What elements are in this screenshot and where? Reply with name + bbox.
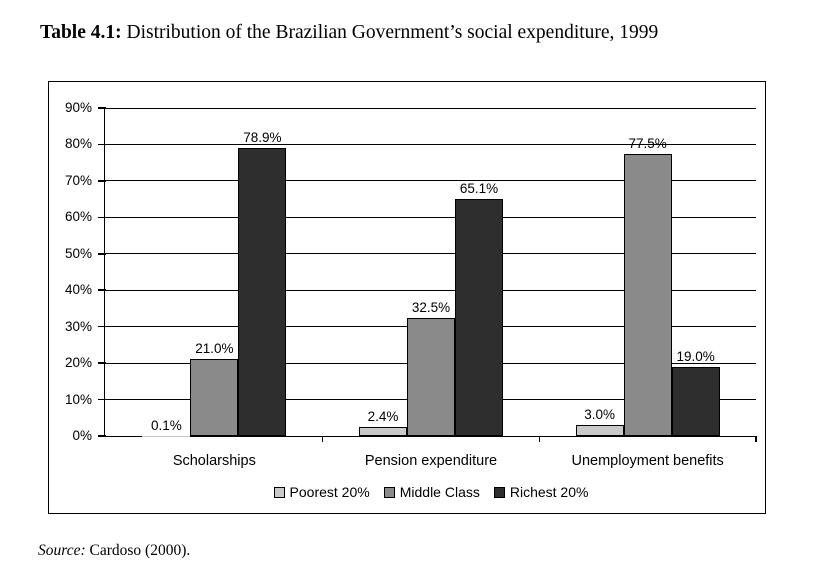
bar-value-label: 65.1% [459, 180, 499, 196]
y-axis-label: 20% [64, 355, 92, 371]
category-label: Pension expenditure [364, 453, 498, 469]
bar-value-label: 3.0% [584, 407, 616, 423]
y-axis-label: 60% [64, 209, 92, 225]
y-axis-tick [98, 325, 106, 328]
bar [623, 153, 672, 436]
y-axis-label: 40% [64, 282, 92, 298]
figure-title: Table 4.1: Distribution of the Brazilian… [40, 22, 658, 44]
grid-line [106, 289, 756, 291]
y-axis-label: 10% [64, 391, 92, 407]
figure-title-prefix: Table 4.1: [40, 22, 122, 43]
x-axis-tick [321, 436, 324, 442]
axes [104, 108, 757, 437]
source-text: Cardoso (2000). [85, 542, 191, 559]
bar-value-label: 77.5% [628, 135, 667, 151]
y-axis-tick [98, 216, 106, 219]
bar-value-label: 78.9% [243, 130, 282, 146]
legend-label: Middle Class [399, 484, 480, 500]
grid-line [106, 143, 756, 145]
y-axis-label: 70% [64, 172, 92, 188]
figure-title-text: Distribution of the Brazilian Government… [121, 22, 659, 43]
chart-frame: 0% 10% 20% 30% 40% 50% 60% 70% 80% 90% 0.1% 21.0% 78… [48, 81, 766, 514]
legend-item: Middle Class [383, 484, 480, 500]
y-axis-label: 90% [64, 100, 92, 115]
bar [407, 317, 455, 436]
legend-swatch [273, 486, 285, 498]
bar-value-label: 19.0% [676, 348, 715, 364]
bar [190, 359, 239, 436]
y-axis-tick [98, 252, 106, 255]
grid-line [106, 253, 756, 255]
source-note: Source: Cardoso (2000). [38, 542, 190, 560]
y-axis-label: 0% [72, 428, 92, 443]
y-axis-label: 80% [64, 136, 92, 152]
legend-label: Poorest 20% [289, 484, 370, 500]
legend-label: Richest 20% [509, 484, 589, 500]
bar-value-label: 0.1% [150, 417, 182, 433]
bar [455, 198, 503, 436]
bar [238, 148, 287, 436]
category-label: Unemployment benefits [571, 453, 724, 469]
legend-item: Richest 20% [493, 484, 589, 500]
y-axis-label: 50% [64, 245, 92, 261]
legend-swatch [493, 486, 505, 498]
bar [575, 425, 624, 436]
y-axis-label: 30% [64, 318, 92, 334]
y-axis-tick [98, 435, 106, 437]
grid-line [106, 180, 756, 182]
bar-value-label: 32.5% [411, 299, 451, 315]
legend: Poorest 20% Middle Class Richest 20% [106, 484, 756, 500]
x-axis-tick [538, 436, 541, 442]
bar-value-label: 2.4% [367, 409, 399, 425]
y-axis-tick [98, 398, 106, 401]
y-axis-tick [98, 362, 106, 364]
y-axis-tick [98, 289, 106, 292]
legend-swatch [383, 486, 395, 498]
source-label: Source: [38, 542, 86, 559]
category-label: Scholarships [172, 453, 256, 469]
x-axis-tick [755, 436, 757, 442]
bar [359, 427, 407, 436]
grid-line [106, 216, 756, 218]
bar [671, 366, 720, 436]
bar-value-label: 21.0% [195, 341, 234, 357]
legend-item: Poorest 20% [273, 484, 370, 500]
y-axis-tick [98, 143, 106, 146]
y-axis-tick [98, 180, 106, 182]
y-axis-tick [98, 107, 106, 109]
grid-line [106, 107, 756, 109]
